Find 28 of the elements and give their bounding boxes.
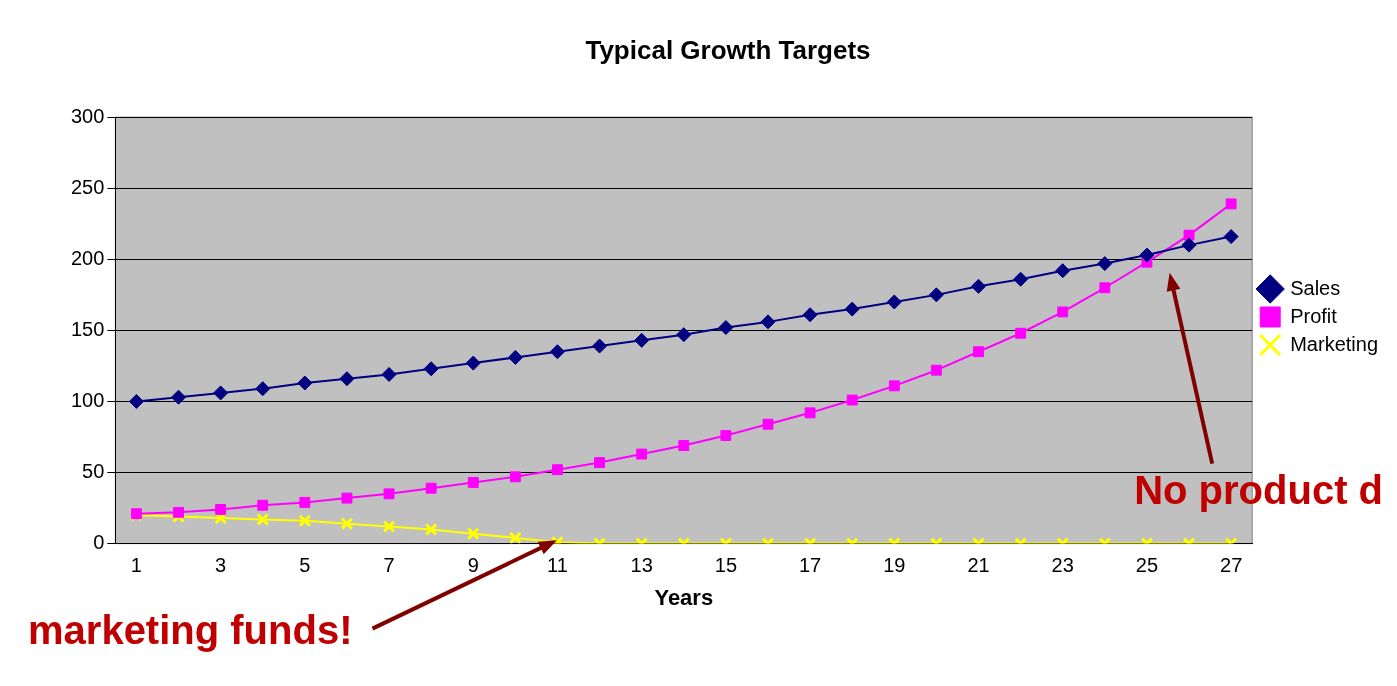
x-tick-label: 17 — [798, 554, 822, 577]
x-tick-label: 25 — [1135, 554, 1159, 577]
y-tick-label: 200 — [70, 246, 105, 269]
text: marketing funds! — [28, 607, 353, 652]
x-tick-label: 1 — [130, 554, 142, 577]
y-tick-label: 150 — [70, 317, 105, 340]
chart-title: Typical Growth Targets — [585, 34, 871, 65]
y-tick-label: 250 — [70, 175, 105, 198]
x-tick-label: 9 — [467, 554, 479, 577]
x-tick-label: 19 — [883, 554, 906, 577]
x-tick-label: 21 — [967, 554, 990, 577]
y-tick-label: 100 — [70, 388, 105, 411]
y-tick-label: 50 — [82, 460, 105, 483]
legend-label: Sales — [1290, 276, 1341, 299]
y-tick-label: 300 — [70, 104, 105, 127]
x-tick-label: 27 — [1220, 554, 1243, 577]
x-tick-label: 5 — [299, 554, 311, 577]
y-tick-label: 0 — [93, 531, 105, 554]
annotation: No product d — [1134, 467, 1384, 512]
legend-label: Marketing — [1290, 332, 1378, 355]
x-tick-label: 23 — [1051, 554, 1074, 577]
x-tick-label: 11 — [547, 554, 568, 577]
x-tick-label: 15 — [714, 554, 738, 577]
x-tick-label: 13 — [630, 554, 653, 577]
x-tick-label: 7 — [383, 554, 395, 577]
x-axis-title: Years — [654, 584, 714, 610]
legend-label: Profit — [1290, 304, 1338, 327]
x-tick-label: 3 — [215, 554, 227, 577]
